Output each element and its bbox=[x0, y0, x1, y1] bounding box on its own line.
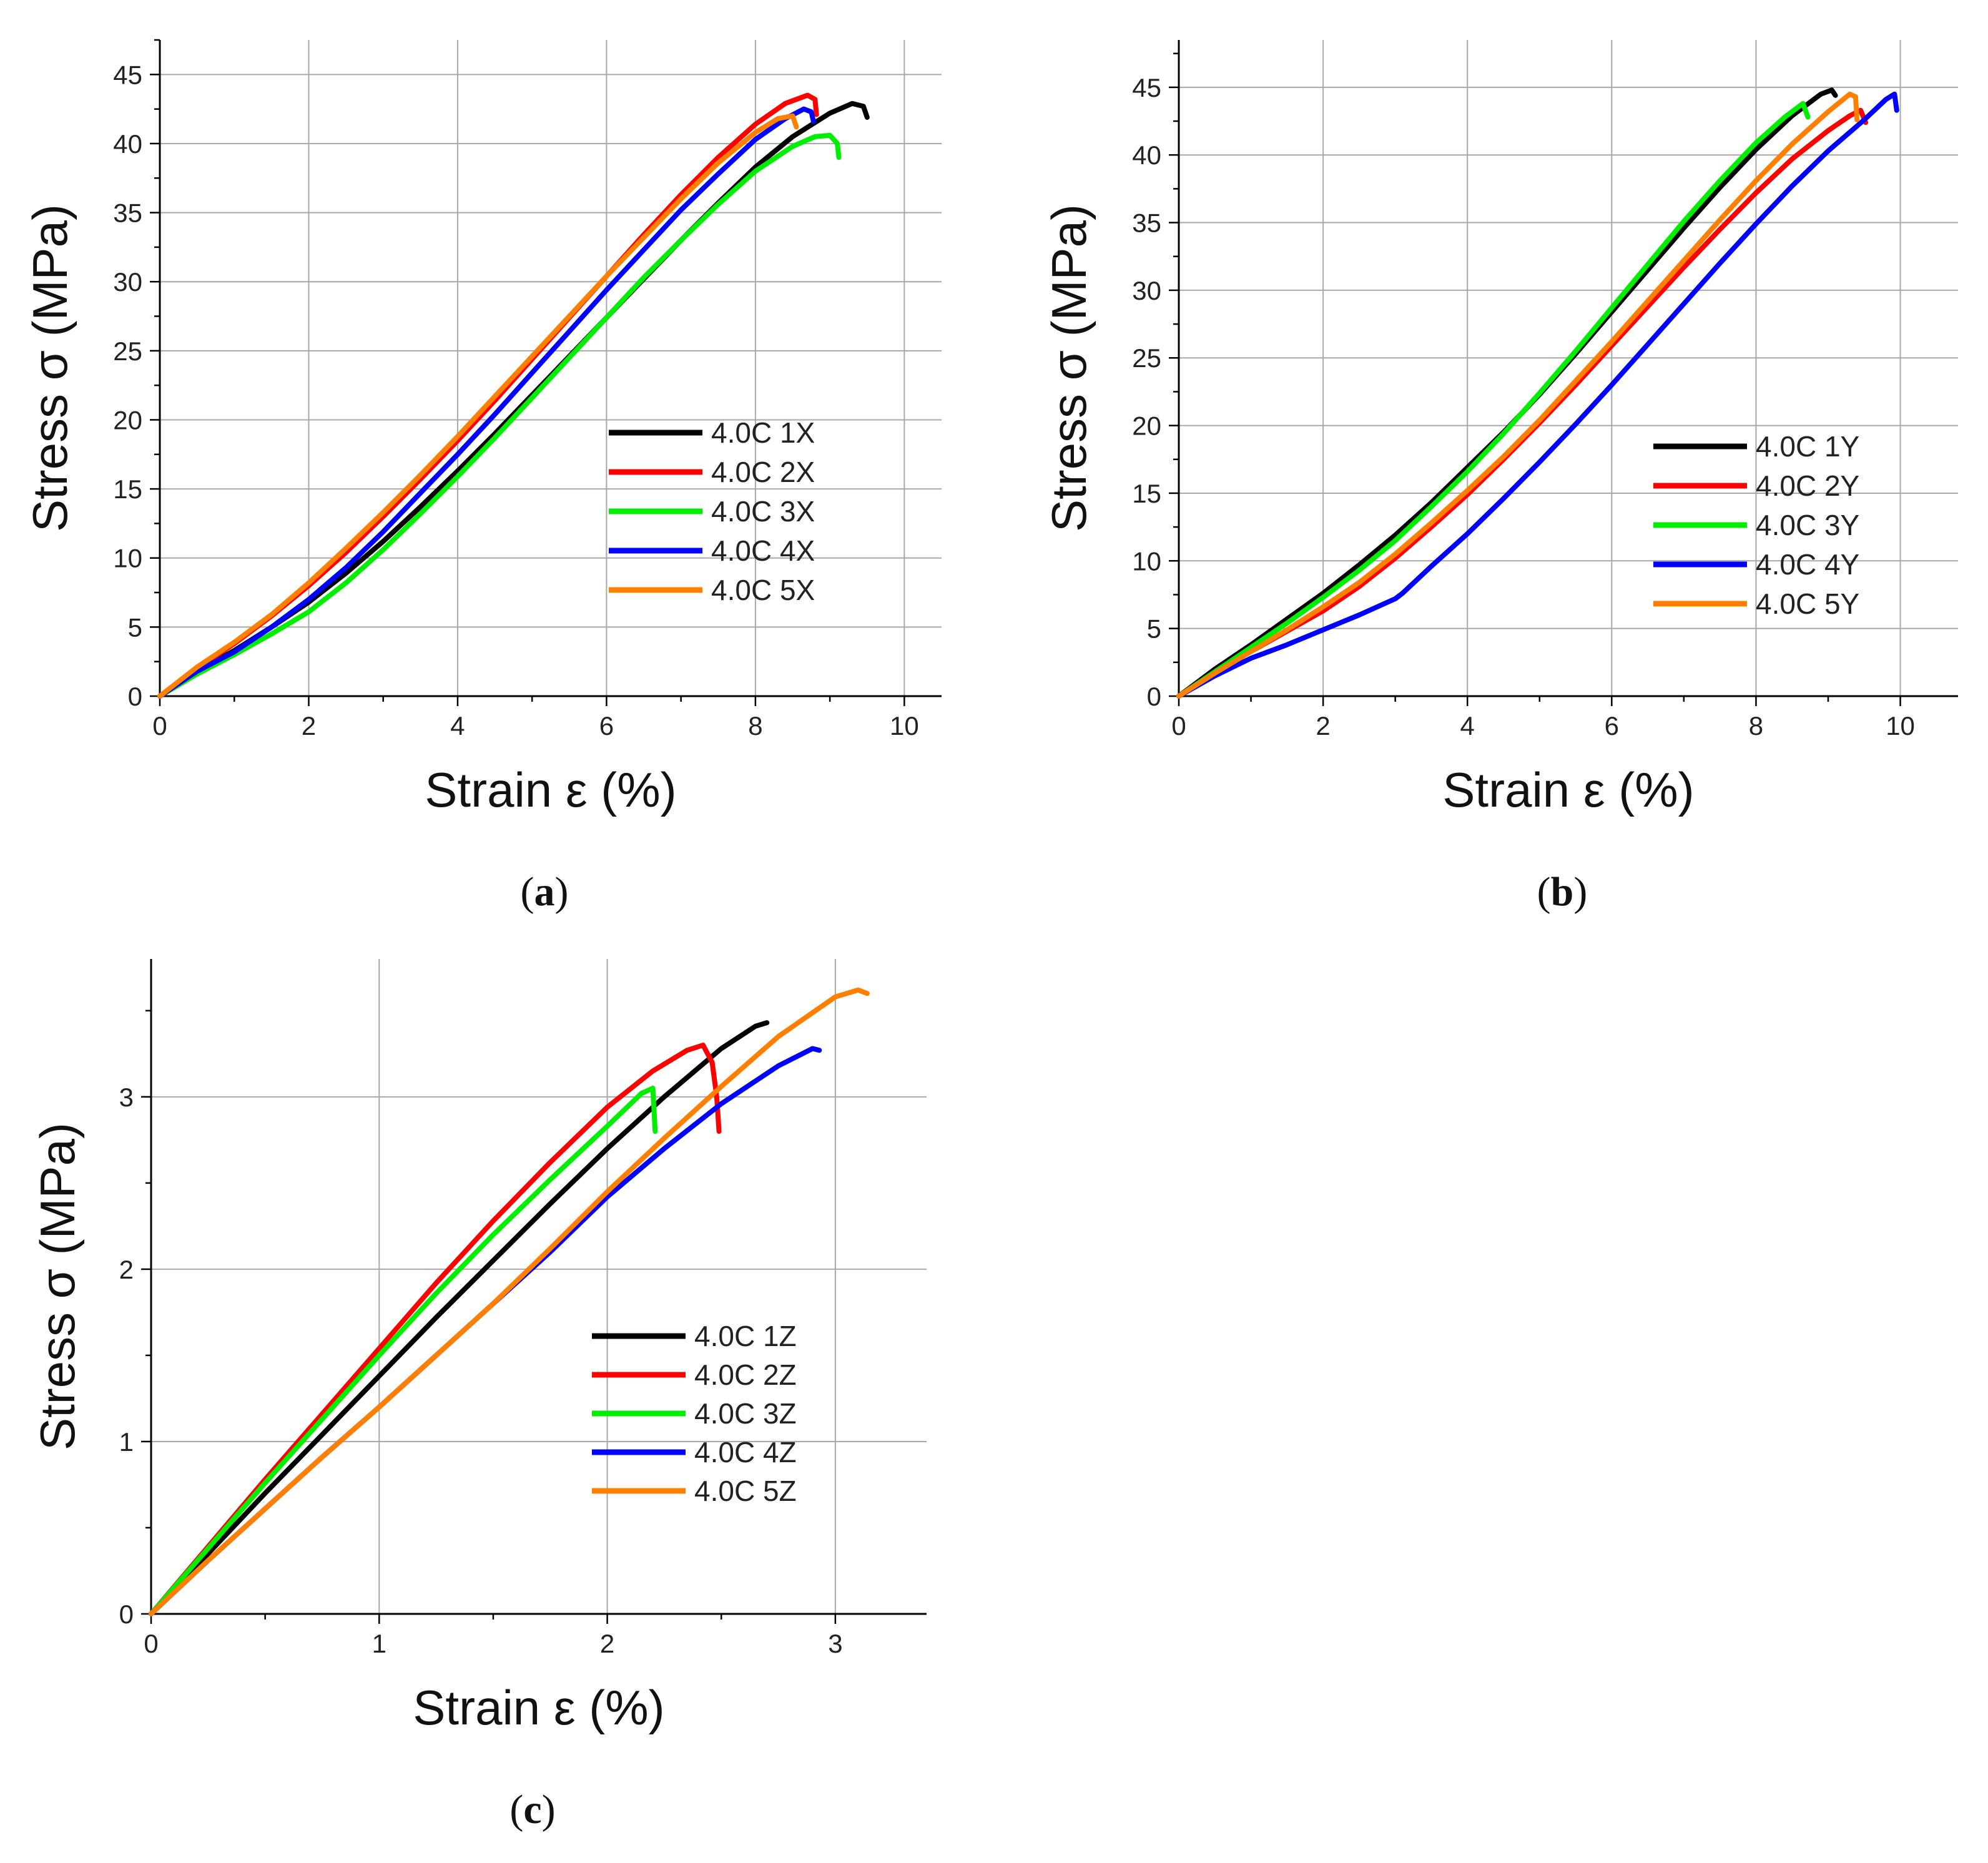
x-tick-label: 3 bbox=[828, 1629, 842, 1658]
legend-label: 4.0C 2X bbox=[711, 456, 815, 488]
legend-label: 4.0C 5Y bbox=[1756, 587, 1859, 620]
y-tick-label: 3 bbox=[119, 1083, 134, 1112]
legend-label: 4.0C 3X bbox=[711, 495, 815, 528]
legend-label: 4.0C 2Z bbox=[694, 1359, 797, 1391]
y-tick-label: 40 bbox=[1132, 140, 1161, 170]
series-line-4-0c-4y bbox=[1176, 91, 1899, 699]
grid bbox=[151, 959, 927, 1614]
series-line-4-0c-3x bbox=[157, 132, 842, 699]
x-tick-label: 6 bbox=[599, 711, 614, 740]
y-tick-label: 35 bbox=[1132, 209, 1161, 238]
y-tick-label: 35 bbox=[113, 199, 142, 228]
legend: 4.0C 1Y 4.0C 2Y 4.0C 3Y 4.0C 4Y 4.0C 5Y bbox=[1653, 430, 1859, 620]
x-tick-label: 1 bbox=[372, 1629, 386, 1658]
legend: 4.0C 1Z 4.0C 2Z 4.0C 3Z 4.0C 4Z 4.0C 5Z bbox=[592, 1320, 797, 1507]
panel-label: (c) bbox=[509, 1787, 555, 1832]
series-line-4-0c-3z bbox=[149, 1086, 658, 1616]
y-tick-label: 0 bbox=[128, 682, 142, 711]
x-axis-title: Strain ε (%) bbox=[1442, 762, 1694, 817]
legend-label: 4.0C 5X bbox=[711, 574, 815, 606]
series-line-4-0c-5z bbox=[149, 987, 870, 1616]
legend-label: 4.0C 1Y bbox=[1756, 430, 1859, 463]
y-axis-title: Stress σ (MPa) bbox=[1041, 204, 1096, 532]
legend-label: 4.0C 3Z bbox=[694, 1397, 797, 1430]
series-line-4-0c-3y bbox=[1176, 101, 1811, 699]
y-tick-label: 20 bbox=[113, 405, 142, 435]
y-axis-title: Stress σ (MPa) bbox=[22, 204, 77, 532]
x-tick-label: 2 bbox=[302, 711, 316, 740]
y-tick-label: 30 bbox=[1132, 276, 1161, 305]
y-tick-label: 20 bbox=[1132, 411, 1161, 441]
legend: 4.0C 1X 4.0C 2X 4.0C 3X 4.0C 4X 4.0C 5X bbox=[609, 416, 815, 606]
x-tick-label: 2 bbox=[1316, 711, 1330, 740]
grid bbox=[1179, 40, 1958, 696]
x-tick-label: 10 bbox=[890, 711, 919, 740]
series-line-4-0c-4x bbox=[157, 106, 816, 699]
x-tick-label: 6 bbox=[1605, 711, 1619, 740]
panel-label: (b) bbox=[1537, 869, 1588, 915]
x-tick-label: 2 bbox=[600, 1629, 614, 1658]
y-tick-label: 15 bbox=[113, 474, 142, 504]
y-axis-title: Stress σ (MPa) bbox=[30, 1123, 85, 1450]
y-tick-label: 10 bbox=[1132, 546, 1161, 576]
x-axis-title: Strain ε (%) bbox=[413, 1680, 664, 1735]
y-tick-label: 5 bbox=[1147, 614, 1161, 644]
x-tick-label: 0 bbox=[144, 1629, 158, 1658]
grid bbox=[160, 40, 942, 696]
legend-label: 4.0C 1X bbox=[711, 416, 815, 449]
y-tick-label: 2 bbox=[119, 1255, 134, 1284]
legend-label: 4.0C 3Y bbox=[1756, 509, 1859, 541]
x-tick-label: 4 bbox=[450, 711, 465, 740]
y-tick-label: 30 bbox=[113, 267, 142, 297]
series-line-4-0c-1z bbox=[149, 1020, 770, 1616]
panel-label: (a) bbox=[521, 869, 569, 915]
legend-label: 4.0C 5Z bbox=[694, 1475, 797, 1507]
y-tick-label: 25 bbox=[1132, 343, 1161, 373]
series-line-4-0c-5y bbox=[1176, 91, 1860, 699]
y-tick-label: 0 bbox=[1147, 682, 1161, 711]
x-axis-title: Strain ε (%) bbox=[425, 762, 676, 817]
y-tick-label: 5 bbox=[128, 612, 142, 642]
y-tick-label: 40 bbox=[113, 129, 142, 159]
legend-label: 4.0C 4Z bbox=[694, 1436, 797, 1468]
series-line-4-0c-5x bbox=[157, 113, 799, 699]
legend-label: 4.0C 4X bbox=[711, 534, 815, 567]
x-tick-label: 8 bbox=[748, 711, 762, 740]
y-tick-label: 45 bbox=[113, 60, 142, 89]
series-line-4-0c-2z bbox=[149, 1043, 722, 1616]
legend-label: 4.0C 4Y bbox=[1756, 548, 1859, 581]
y-tick-label: 15 bbox=[1132, 479, 1161, 508]
legend-label: 4.0C 1Z bbox=[694, 1320, 797, 1352]
x-tick-label: 0 bbox=[1171, 711, 1186, 740]
x-tick-label: 4 bbox=[1460, 711, 1475, 740]
y-tick-label: 45 bbox=[1132, 73, 1161, 102]
x-tick-label: 0 bbox=[152, 711, 167, 740]
y-tick-label: 25 bbox=[113, 337, 142, 366]
y-tick-label: 1 bbox=[119, 1427, 134, 1457]
series-line-4-0c-1x bbox=[157, 101, 870, 699]
x-tick-label: 10 bbox=[1886, 711, 1915, 740]
x-tick-label: 8 bbox=[1749, 711, 1763, 740]
legend-label: 4.0C 2Y bbox=[1756, 469, 1859, 502]
y-tick-label: 10 bbox=[113, 544, 142, 573]
y-tick-label: 0 bbox=[119, 1600, 134, 1629]
